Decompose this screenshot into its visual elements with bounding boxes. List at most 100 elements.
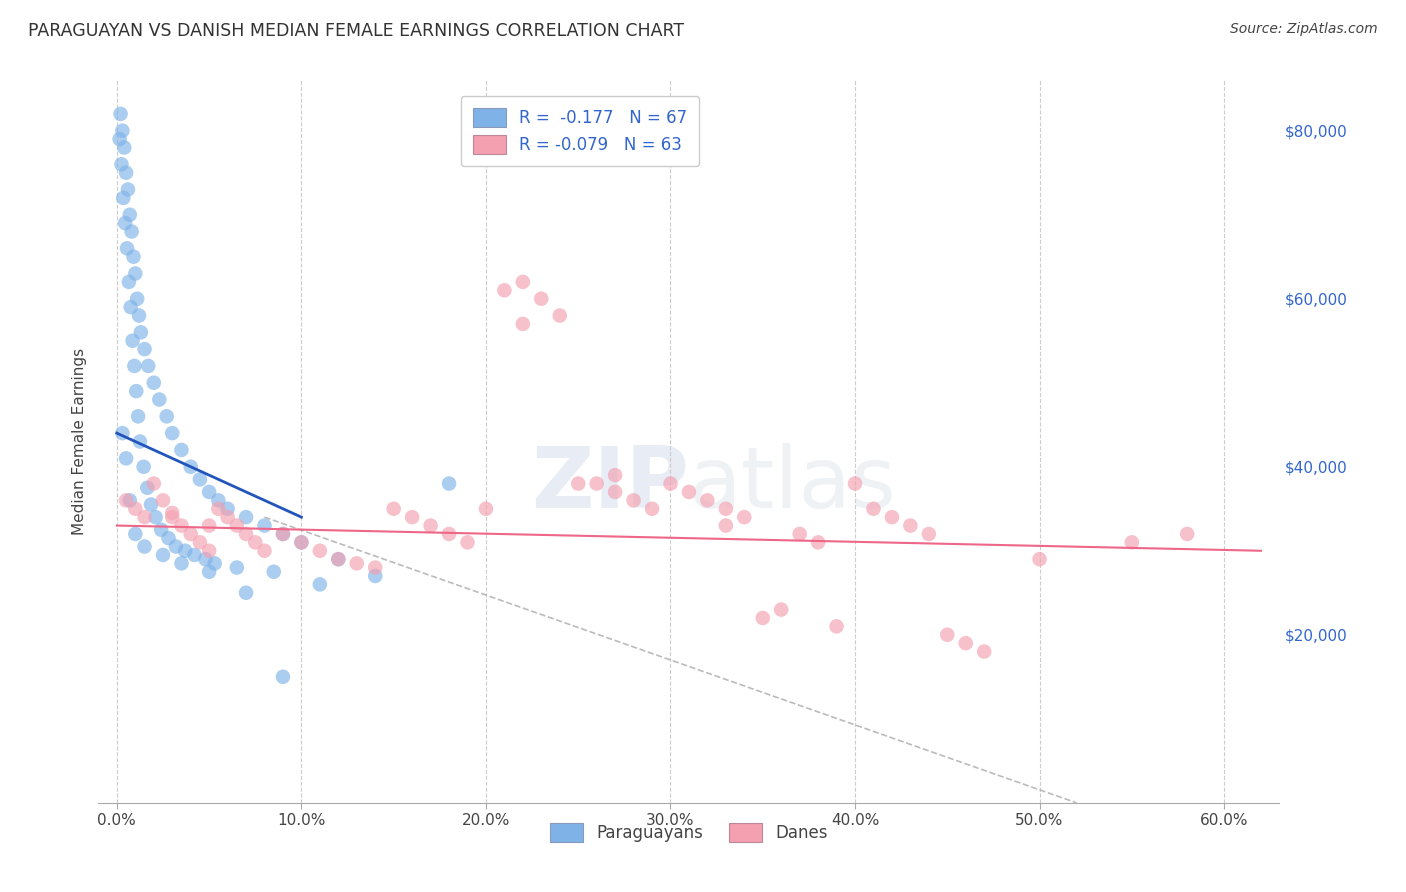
Point: [225, 560, 247, 574]
Point: [129, 434, 152, 449]
Point: [165, 540, 187, 554]
Point: [567, 476, 589, 491]
Point: [112, 140, 135, 154]
Point: [530, 292, 553, 306]
Point: [162, 426, 183, 441]
Point: [328, 552, 350, 566]
Point: [936, 628, 959, 642]
Point: [659, 476, 682, 491]
Point: [204, 557, 226, 571]
Point: [198, 543, 221, 558]
Point: [148, 392, 170, 407]
Point: [124, 267, 146, 281]
Point: [437, 527, 460, 541]
Point: [290, 535, 312, 549]
Point: [605, 468, 627, 483]
Point: [124, 527, 146, 541]
Point: [844, 476, 866, 491]
Point: [188, 472, 211, 486]
Point: [122, 250, 145, 264]
Point: [225, 518, 247, 533]
Point: [419, 518, 441, 533]
Point: [170, 518, 193, 533]
Point: [217, 501, 239, 516]
Point: [770, 602, 793, 616]
Point: [118, 275, 141, 289]
Point: [180, 459, 202, 474]
Point: [512, 317, 534, 331]
Point: [789, 527, 811, 541]
Point: [548, 309, 571, 323]
Point: [955, 636, 977, 650]
Point: [235, 586, 257, 600]
Point: [271, 527, 294, 541]
Point: [198, 518, 221, 533]
Point: [142, 476, 165, 491]
Point: [309, 577, 332, 591]
Point: [180, 527, 202, 541]
Y-axis label: Median Female Earnings: Median Female Earnings: [72, 348, 87, 535]
Point: [918, 527, 941, 541]
Point: [678, 485, 700, 500]
Point: [145, 510, 167, 524]
Point: [194, 552, 217, 566]
Point: [263, 565, 285, 579]
Point: [112, 191, 135, 205]
Point: [475, 501, 498, 516]
Point: [401, 510, 423, 524]
Point: [585, 476, 607, 491]
Point: [134, 510, 156, 524]
Point: [127, 409, 149, 424]
Point: [156, 409, 179, 424]
Point: [253, 543, 276, 558]
Point: [124, 359, 146, 373]
Legend: Paraguayans, Danes: Paraguayans, Danes: [540, 813, 838, 852]
Point: [115, 451, 138, 466]
Point: [188, 535, 211, 549]
Point: [245, 535, 267, 549]
Point: [641, 501, 664, 516]
Point: [900, 518, 922, 533]
Point: [309, 543, 332, 558]
Point: [129, 326, 152, 340]
Point: [150, 523, 173, 537]
Point: [118, 493, 141, 508]
Point: [1121, 535, 1143, 549]
Point: [121, 225, 143, 239]
Point: [494, 283, 516, 297]
Point: [973, 644, 995, 658]
Point: [157, 531, 180, 545]
Point: [207, 493, 229, 508]
Point: [124, 501, 146, 516]
Text: ZIP: ZIP: [531, 443, 689, 526]
Point: [142, 376, 165, 390]
Text: Source: ZipAtlas.com: Source: ZipAtlas.com: [1230, 22, 1378, 37]
Point: [253, 518, 276, 533]
Point: [198, 565, 221, 579]
Point: [134, 342, 156, 356]
Point: [862, 501, 884, 516]
Point: [328, 552, 350, 566]
Point: [136, 481, 159, 495]
Point: [111, 124, 134, 138]
Point: [120, 300, 142, 314]
Point: [198, 485, 221, 500]
Point: [117, 182, 139, 196]
Point: [714, 518, 737, 533]
Point: [714, 501, 737, 516]
Point: [364, 569, 387, 583]
Point: [111, 426, 134, 441]
Point: [807, 535, 830, 549]
Point: [115, 493, 138, 508]
Point: [364, 560, 387, 574]
Point: [512, 275, 534, 289]
Point: [127, 292, 149, 306]
Point: [183, 548, 205, 562]
Point: [1175, 527, 1198, 541]
Point: [825, 619, 848, 633]
Point: [457, 535, 479, 549]
Point: [1028, 552, 1050, 566]
Point: [346, 557, 368, 571]
Point: [207, 501, 229, 516]
Point: [880, 510, 903, 524]
